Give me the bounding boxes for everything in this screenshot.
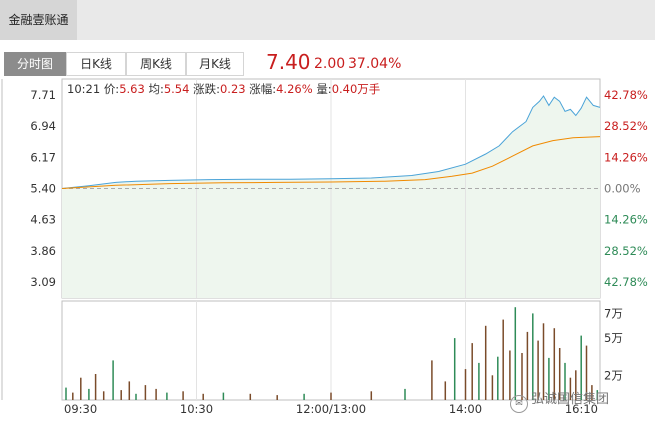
y-tick-left: 6.17 — [30, 150, 56, 164]
y-tick-right: 28.52% — [604, 119, 648, 133]
y-tick-right: 0.00% — [604, 182, 641, 196]
volume-tick: 7万 — [604, 306, 623, 320]
y-tick-left: 3.09 — [30, 275, 56, 289]
volume-tick: 2万 — [604, 368, 623, 382]
info-avg: 5.54 — [164, 82, 190, 96]
x-tick: 12:00/13:00 — [296, 402, 366, 416]
x-tick: 10:30 — [180, 402, 213, 416]
y-tick-right: 28.52% — [604, 244, 648, 258]
y-tick-right: 42.78% — [604, 88, 648, 102]
y-tick-left: 7.71 — [30, 88, 56, 102]
watermark-text: 弘诚国信集团 — [531, 392, 609, 407]
watermark: ✉ 弘诚国信集团 — [510, 388, 609, 413]
y-tick-left: 6.94 — [30, 119, 56, 133]
info-chg: 0.23 — [220, 82, 246, 96]
y-tick-left: 5.40 — [30, 182, 56, 196]
info-vol-label: 量: — [316, 82, 331, 96]
x-tick: 14:00 — [449, 402, 482, 416]
info-pct-label: 涨幅: — [249, 82, 276, 96]
info-chg-label: 涨跌: — [193, 82, 220, 96]
info-avg-label: 均: — [148, 82, 163, 96]
volume-tick: 5万 — [604, 331, 623, 345]
y-tick-left: 3.86 — [30, 244, 56, 258]
info-time: 10:21 — [67, 82, 100, 96]
info-pct: 4.26% — [276, 82, 313, 96]
y-tick-right: 14.26% — [604, 213, 648, 227]
info-price: 5.63 — [119, 82, 145, 96]
info-vol: 0.40万手 — [332, 82, 381, 96]
wechat-icon: ✉ — [510, 395, 528, 413]
y-tick-right: 14.26% — [604, 150, 648, 164]
y-tick-left: 4.63 — [30, 213, 56, 227]
crosshair-info: 10:21 价:5.63 均:5.54 涨跌:0.23 涨幅:4.26% 量:0… — [67, 81, 380, 97]
x-tick: 09:30 — [64, 402, 97, 416]
y-tick-right: 42.78% — [604, 275, 648, 289]
info-price-label: 价: — [104, 82, 119, 96]
